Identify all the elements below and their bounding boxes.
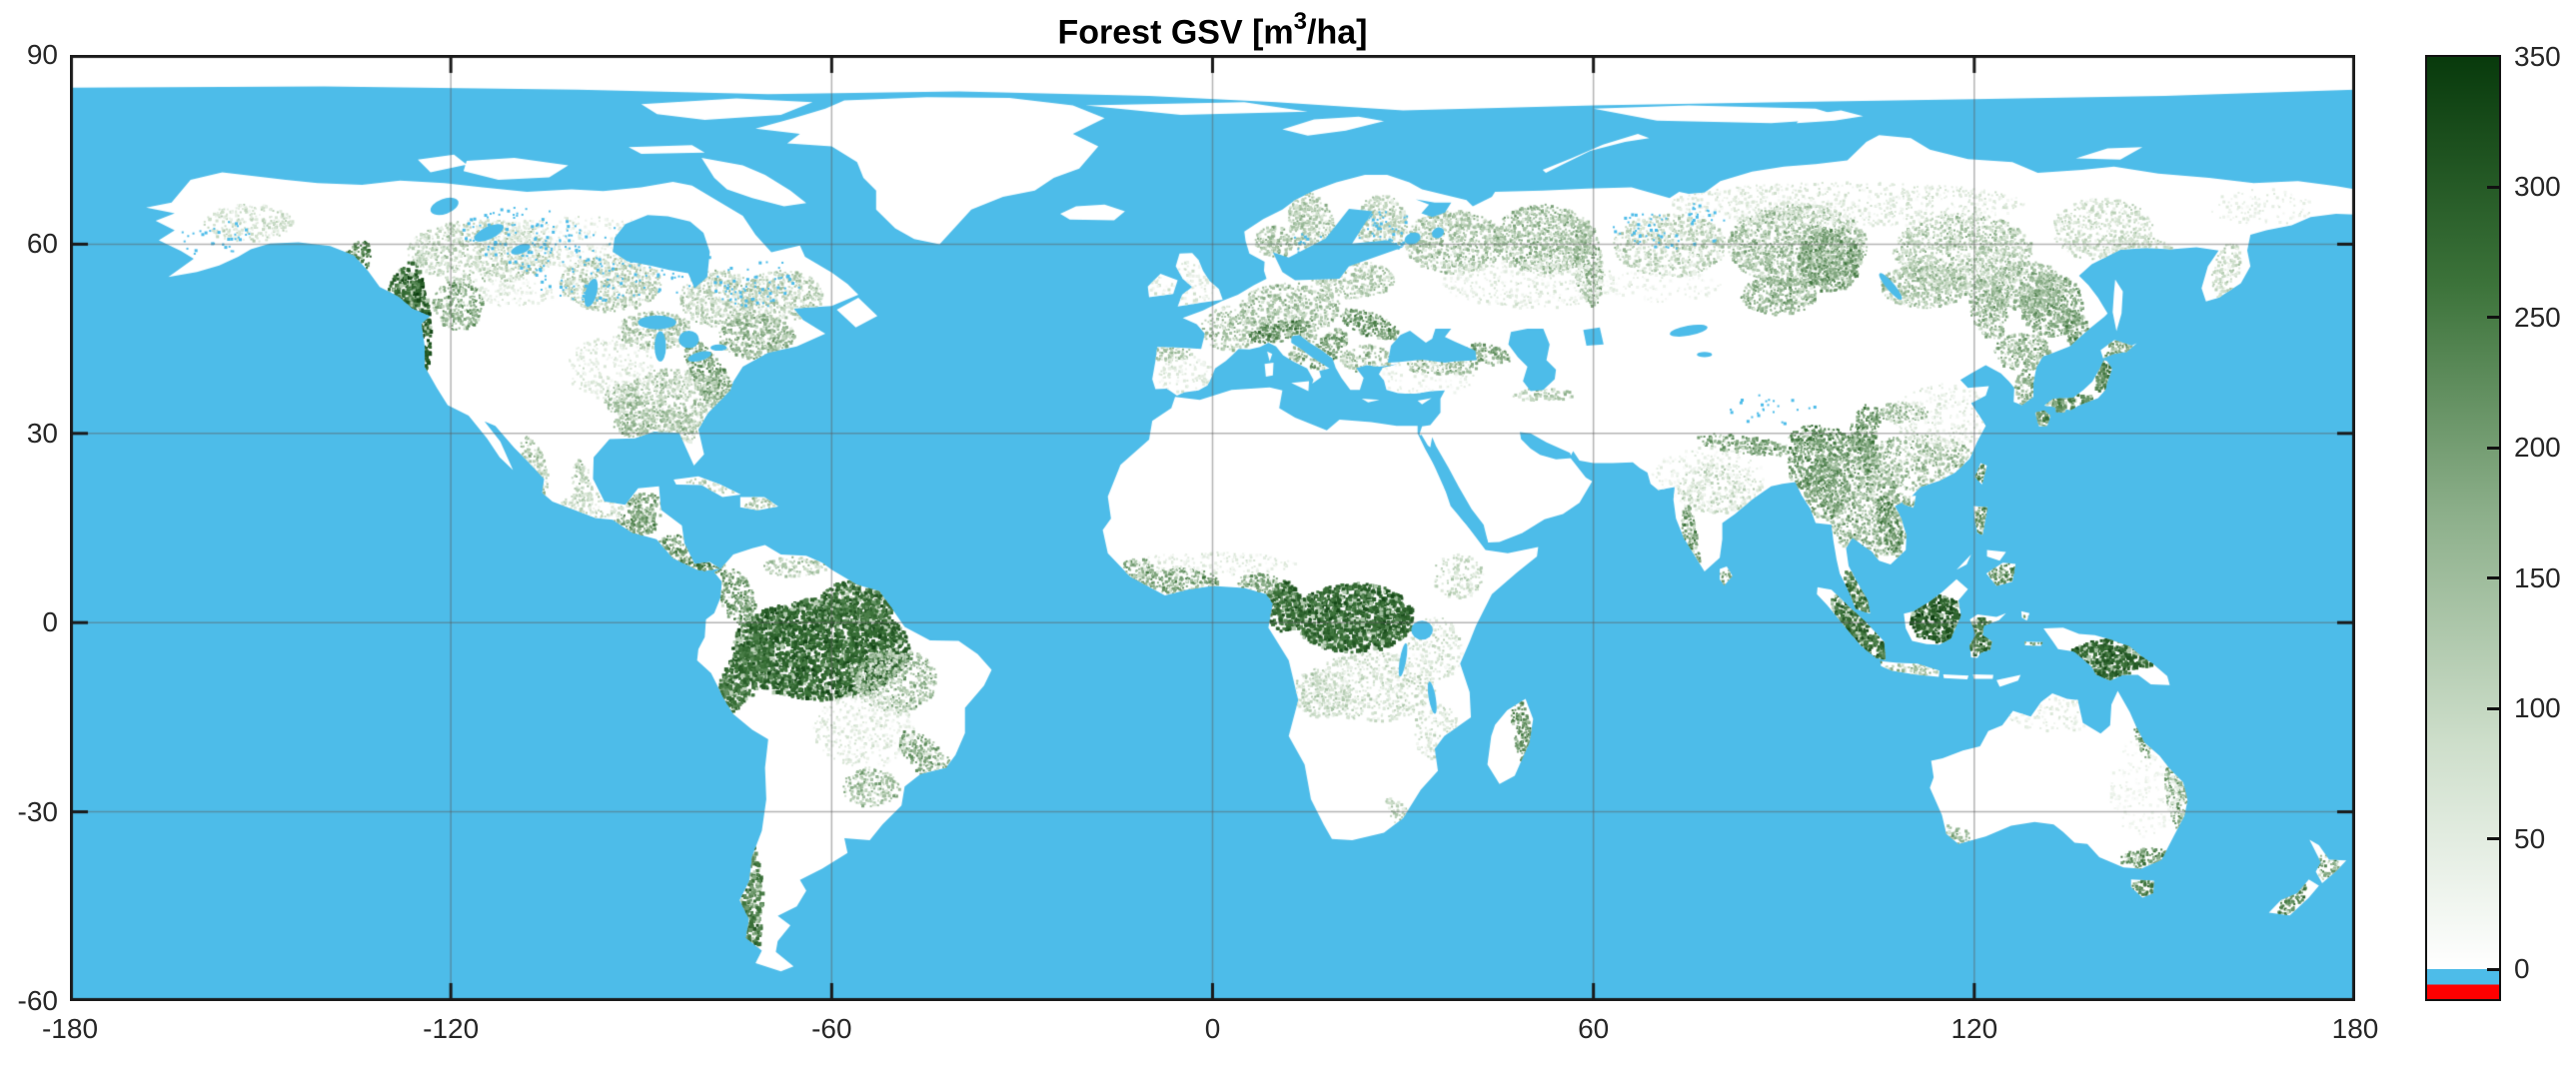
colorbar-tick-label: 350 [2514,41,2561,72]
colorbar-tick-label: 100 [2514,692,2561,724]
y-tick-label: 30 [26,417,58,449]
y-tick-label: 60 [26,228,58,260]
colorbar-tick [2487,316,2499,320]
colorbar-tick [2487,446,2499,450]
x-tick-label: 120 [1950,1013,1998,1044]
x-tick-label: -120 [423,1013,480,1044]
y-tick-label: 0 [42,606,58,638]
x-tick-label: -180 [41,1013,99,1044]
world-map-canvas [70,55,2355,1001]
chart-title: Forest GSV [m3/ha] [70,2,2355,54]
colorbar-tick-label: 0 [2514,953,2530,985]
colorbar-tick [2487,185,2499,189]
colorbar-tick [2487,706,2499,710]
y-tick-label: -60 [17,985,58,1016]
chart-title-units: /ha] [1307,13,1368,52]
colorbar-tick [2487,576,2499,580]
colorbar-tick-label: 250 [2514,301,2561,333]
colorbar-tick-label: 50 [2514,822,2546,854]
y-tick-label: -30 [17,795,58,827]
colorbar-gradient [2427,57,2499,999]
colorbar-tick-label: 200 [2514,432,2561,464]
x-tick-label: 180 [2331,1013,2379,1044]
colorbar-tick [2487,837,2499,841]
chart-title-superscript: 3 [1293,8,1308,35]
x-tick-label: 0 [1204,1013,1221,1044]
y-tick-label: 90 [26,39,58,70]
colorbar-tick-label: 300 [2514,171,2561,203]
x-tick-label: -60 [811,1013,852,1044]
chart-title-text: Forest GSV [m [1057,13,1294,52]
x-tick-label: 60 [1578,1013,1610,1044]
colorbar [2425,55,2501,1001]
colorbar-tick-label: 150 [2514,561,2561,593]
colorbar-tick [2487,967,2499,971]
